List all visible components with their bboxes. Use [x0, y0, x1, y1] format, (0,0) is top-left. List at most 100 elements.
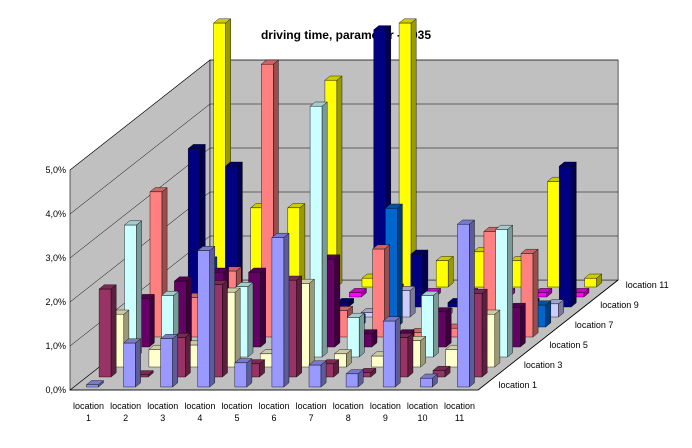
bar-side — [397, 203, 403, 328]
bar-side — [110, 284, 117, 378]
gridline — [69, 103, 619, 215]
bar-top — [123, 220, 143, 226]
bar-top — [224, 161, 243, 167]
bar-side — [260, 267, 266, 348]
bar-top — [410, 249, 429, 255]
bar-top — [520, 248, 539, 254]
depth-tick-label: location 1 — [498, 380, 537, 390]
bar-side — [172, 333, 178, 388]
depth-tick-label: location 3 — [524, 360, 563, 370]
x-tick-label: 11 — [455, 413, 464, 423]
bar — [445, 349, 458, 368]
depth-axis-line — [477, 279, 619, 391]
bar-top — [584, 273, 603, 279]
bar-top — [308, 360, 327, 366]
y-tick-label: 0,0% — [45, 385, 66, 395]
bar — [349, 292, 362, 298]
bar-side — [571, 161, 577, 308]
bar-side — [469, 219, 475, 388]
bar-side — [410, 18, 417, 288]
bar-side — [545, 300, 551, 328]
bar-top — [85, 380, 105, 385]
bar — [345, 373, 359, 388]
x-tick-label: location — [221, 401, 252, 411]
bar-top — [234, 358, 253, 363]
bar — [383, 320, 396, 388]
bar-side — [532, 248, 539, 338]
bar-top — [213, 18, 232, 24]
gridline — [69, 235, 619, 347]
bar-side — [334, 254, 341, 348]
bar-top — [348, 288, 367, 293]
bar-top — [260, 59, 279, 65]
bar-side — [321, 101, 328, 358]
bar — [457, 223, 470, 388]
bar-top — [161, 291, 180, 296]
bar-side — [520, 302, 526, 348]
x-tick-label: location — [407, 401, 438, 411]
bar — [86, 384, 99, 388]
bar — [197, 250, 210, 388]
bar-side — [494, 309, 501, 368]
x-tick-label: 5 — [234, 413, 239, 423]
x-tick-label: 3 — [160, 413, 165, 423]
depth-tick-label: location 5 — [549, 340, 588, 350]
bar-side — [247, 281, 254, 358]
gridline — [69, 191, 619, 303]
bar-top — [149, 187, 168, 193]
bar-side — [234, 287, 241, 368]
bar — [559, 165, 572, 308]
bar-side — [445, 307, 452, 348]
bar — [420, 378, 433, 388]
x-tick-label: 8 — [346, 413, 351, 423]
bar-top — [235, 282, 254, 287]
depth-tick-label: location 9 — [600, 300, 639, 310]
bar-side — [296, 275, 302, 378]
bar-top — [382, 316, 401, 322]
bar — [213, 22, 226, 288]
x-tick-label: location — [444, 401, 475, 411]
x-tick-label: location — [184, 401, 215, 411]
bar — [287, 207, 300, 288]
bar — [123, 342, 136, 388]
bar — [361, 278, 375, 288]
bar-side — [246, 358, 253, 388]
bar-side — [420, 335, 426, 368]
bar — [98, 288, 112, 378]
bar-side — [209, 245, 216, 388]
bar — [160, 338, 173, 388]
x-tick-label: location — [370, 401, 401, 411]
y-tick-label: 3,0% — [45, 253, 66, 263]
gridline — [69, 59, 619, 171]
x-tick-label: location — [296, 401, 327, 411]
bar-top — [345, 369, 364, 374]
bar-top — [98, 284, 117, 290]
bar-side — [222, 279, 228, 378]
bar-side — [136, 220, 142, 358]
bar-side — [433, 290, 439, 358]
bar — [148, 349, 162, 368]
x-tick-label: 9 — [383, 413, 388, 423]
bar-top — [160, 334, 179, 339]
bar-side — [185, 332, 191, 378]
bar-top — [173, 276, 193, 282]
bar-top — [495, 224, 514, 230]
bar-side — [299, 203, 306, 288]
bar-side — [135, 338, 141, 388]
x-tick-label: location — [333, 401, 364, 411]
bar-top — [248, 267, 267, 273]
x-tick-label: location — [259, 401, 290, 411]
bar-top — [197, 246, 216, 251]
bar-top — [324, 75, 343, 81]
bar-top — [384, 203, 403, 209]
bar — [234, 362, 248, 388]
bar-top — [372, 244, 391, 250]
x-tick-label: 4 — [197, 413, 202, 423]
bar-side — [409, 285, 416, 318]
bar-top — [287, 203, 306, 209]
bar — [547, 181, 560, 288]
bar-top — [346, 313, 365, 318]
gridline — [69, 147, 619, 259]
x-tick-label: 10 — [417, 413, 427, 423]
